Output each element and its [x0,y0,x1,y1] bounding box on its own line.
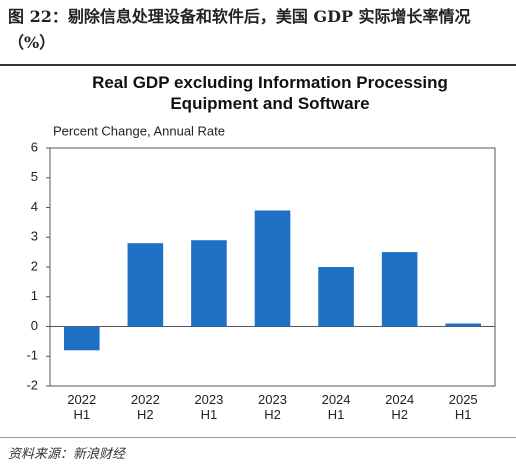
y-tick-label: -1 [26,348,38,363]
header-title: 图 22：剔除信息处理设备和软件后，美国 GDP 实际增长率情况（%） [8,7,471,52]
y-tick-label: 0 [31,318,38,333]
x-tick-label: 2024 H2 [385,392,415,422]
y-tick-label: 5 [31,169,38,184]
y-tick-label: 2 [31,258,38,273]
y-tick-label: 3 [31,229,38,244]
y-tick-label: 1 [31,288,38,303]
bar [318,267,354,327]
bar [254,210,291,327]
bar [381,252,418,327]
bar [63,326,100,351]
bar [127,243,164,327]
y-tick-label: 6 [31,139,38,154]
y-tick-label: -2 [26,377,38,392]
x-tick-label: 2022 H2 [130,392,160,422]
x-tick-label: 2022 H1 [67,392,97,422]
x-tick-label: 2023 H1 [194,392,224,422]
divider [0,64,516,66]
bar [191,240,227,327]
x-tick-label: 2025 H1 [448,392,478,422]
source: 资料来源：新浪财经 [8,447,126,462]
chart-title: Real GDP excluding Information Processin… [92,73,448,113]
divider [0,437,516,438]
subtitle: Percent Change, Annual Rate [53,123,225,138]
title-box: Real GDP excluding Information Processin… [92,73,448,113]
y-tick-label: 4 [31,199,38,214]
x-tick-label: 2023 H2 [258,392,287,422]
bar [445,323,482,327]
x-tick-label: 2024 H1 [321,392,351,422]
